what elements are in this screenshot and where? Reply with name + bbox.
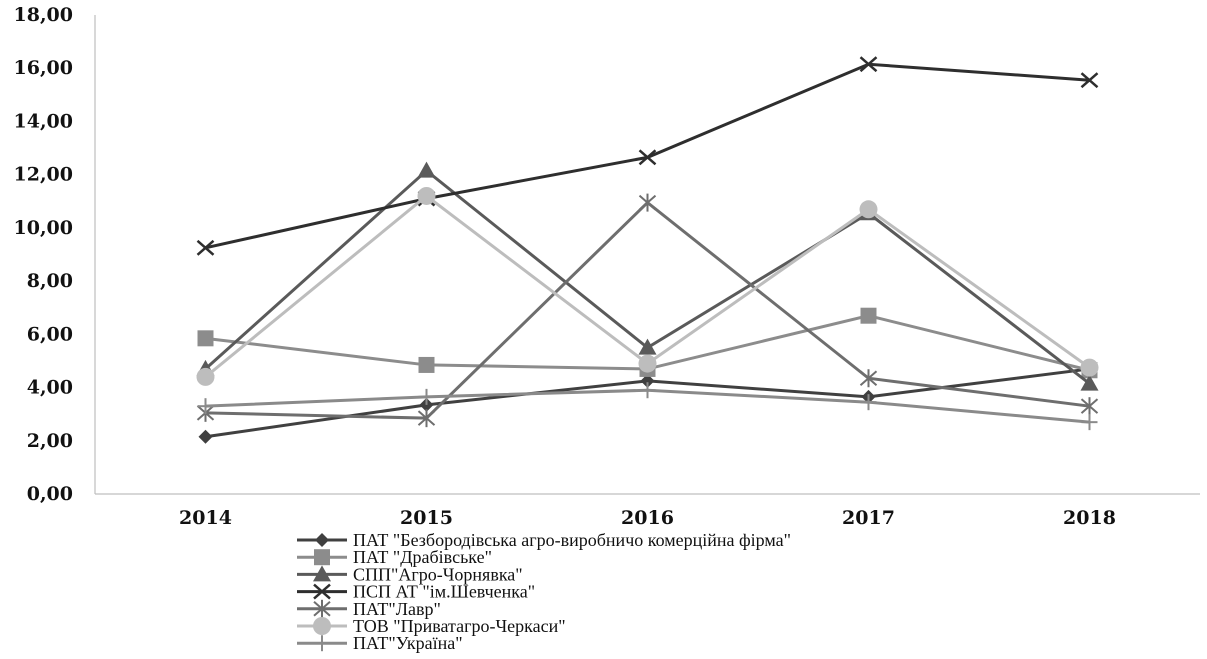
data-point <box>640 373 655 388</box>
data-point <box>417 161 436 178</box>
legend-marker <box>313 583 331 600</box>
y-tick-label: 6,00 <box>27 323 73 345</box>
y-tick-label: 2,00 <box>27 430 73 452</box>
data-point <box>1080 72 1099 89</box>
legend: ПАТ "Безбородівська агро-виробничо комер… <box>297 530 791 653</box>
data-point <box>638 193 657 212</box>
data-point <box>859 56 878 73</box>
y-tick-label: 8,00 <box>27 270 73 292</box>
y-tick-label: 12,00 <box>14 164 74 186</box>
legend-label: ПАТ "Безбородівська агро-виробничо комер… <box>353 530 791 550</box>
y-tick-label: 10,00 <box>14 217 74 239</box>
data-point <box>198 429 213 444</box>
x-tick-label: 2018 <box>1063 507 1116 529</box>
legend-label: ПАТ "Драбівське" <box>353 547 492 567</box>
y-tick-label: 16,00 <box>14 57 74 79</box>
legend-marker <box>315 533 329 547</box>
y-axis-ticks: 0,00 2,00 4,00 6,00 8,00 10,00 12,00 14,00 16,00… <box>14 4 74 505</box>
legend-item: ПАТ"Лавр" <box>297 599 441 619</box>
legend-label: ТОВ "Приватагро-Черкаси" <box>353 616 566 636</box>
legend-marker <box>313 565 331 582</box>
data-point <box>1081 414 1098 431</box>
legend-label: СПП"Агро-Чорнявка" <box>353 564 523 584</box>
data-point <box>860 394 877 411</box>
series-7 <box>197 382 1098 431</box>
x-tick-label: 2016 <box>621 507 674 529</box>
data-point <box>417 186 436 205</box>
data-point <box>859 200 878 219</box>
x-tick-label: 2017 <box>842 507 895 529</box>
data-point <box>1080 397 1099 416</box>
legend-item: ПАТ "Безбородівська агро-виробничо комер… <box>297 530 791 550</box>
data-point <box>638 149 657 166</box>
legend-marker <box>313 599 331 618</box>
data-point <box>860 307 877 324</box>
data-point <box>197 330 214 347</box>
legend-item: ТОВ "Приватагро-Черкаси" <box>297 616 566 636</box>
x-tick-label: 2014 <box>179 507 232 529</box>
data-point <box>1080 374 1099 391</box>
data-point <box>418 388 435 405</box>
series-4 <box>196 56 1099 256</box>
y-tick-label: 0,00 <box>27 483 73 505</box>
data-point <box>1080 358 1099 377</box>
series-6 <box>196 186 1099 386</box>
data-point <box>418 356 435 373</box>
y-tick-label: 14,00 <box>14 110 74 132</box>
legend-marker <box>313 617 331 635</box>
legend-item: ПАТ "Драбівське" <box>297 547 492 567</box>
legend-label: ПСП АТ "ім.Шевченка" <box>353 582 535 602</box>
legend-item: СПП"Агро-Чорнявка" <box>297 564 523 584</box>
data-point <box>639 382 656 399</box>
legend-item: ПАТ"Україна" <box>297 633 463 653</box>
data-point <box>196 367 215 386</box>
legend-marker <box>314 549 330 566</box>
y-tick-label: 18,00 <box>14 4 74 26</box>
data-point <box>859 369 878 388</box>
data-point <box>196 239 215 256</box>
data-point <box>417 409 436 428</box>
legend-label: ПАТ"Україна" <box>353 633 463 653</box>
data-point <box>638 338 657 355</box>
y-tick-label: 4,00 <box>27 377 73 399</box>
legend-label: ПАТ"Лавр" <box>353 599 441 619</box>
x-tick-label: 2015 <box>400 507 453 529</box>
x-axis-ticks: 2014 2015 2016 2017 2018 <box>179 507 1116 529</box>
series-layer <box>196 56 1099 444</box>
data-point <box>638 354 657 373</box>
legend-item: ПСП АТ "ім.Шевченка" <box>297 582 535 602</box>
axes <box>94 15 1200 495</box>
legend-marker <box>314 635 330 652</box>
data-point <box>197 398 214 415</box>
